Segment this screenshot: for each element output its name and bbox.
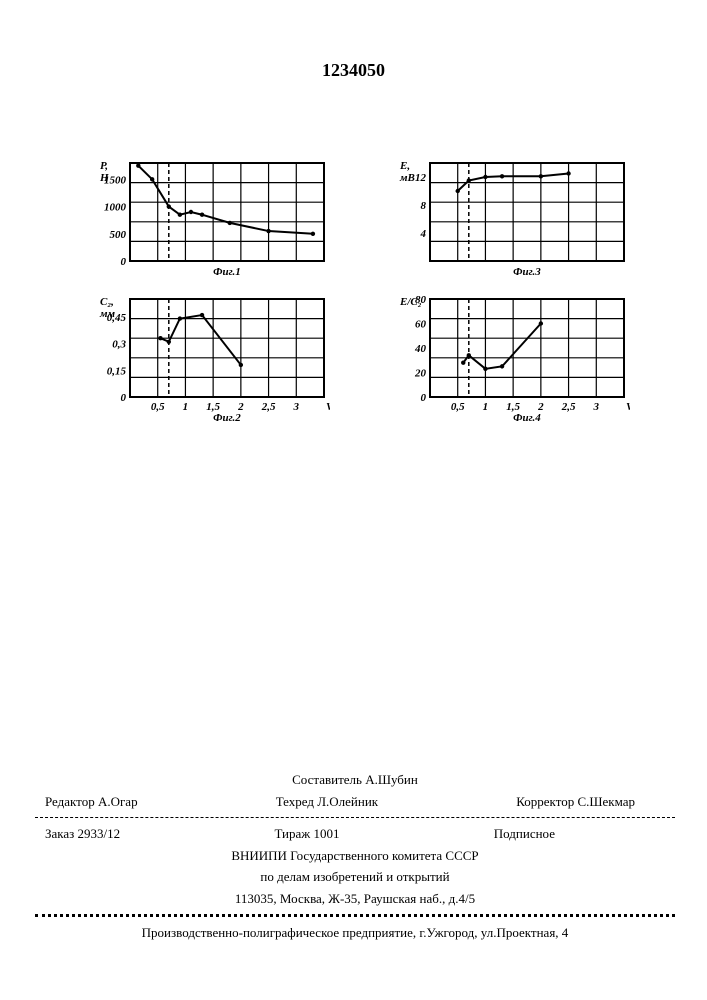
svg-text:2,5: 2,5 — [261, 401, 276, 413]
footer-subscriptive: Подписное — [494, 824, 555, 844]
svg-text:40: 40 — [414, 343, 427, 355]
svg-text:E/C₂: E/C₂ — [399, 296, 422, 308]
svg-text:Фиг.3: Фиг.3 — [513, 266, 541, 278]
svg-text:8: 8 — [421, 200, 427, 212]
footer-compiler: Составитель А.Шубин — [35, 770, 675, 790]
svg-text:4: 4 — [420, 228, 427, 240]
svg-text:Фиг.2: Фиг.2 — [213, 412, 241, 421]
footer-order: Заказ 2933/12 — [45, 824, 120, 844]
footer-credits-row: Редактор А.Огар Техред Л.Олейник Коррект… — [35, 792, 675, 819]
svg-text:12: 12 — [415, 172, 427, 184]
footer-editor: Редактор А.Огар — [45, 792, 138, 812]
svg-text:60: 60 — [415, 319, 427, 331]
svg-text:3: 3 — [593, 401, 600, 413]
svg-text:Фиг.4: Фиг.4 — [513, 412, 541, 421]
footer-divider — [35, 914, 675, 917]
footer-org-line2: по делам изобретений и открытий — [35, 867, 675, 887]
svg-text:Н: Н — [99, 172, 109, 184]
footer-printer: Производственно-полиграфическое предприя… — [35, 923, 675, 943]
chart-fig4: 0204060800,511,522,53V, м/сE/C₂Фиг.4 — [390, 291, 630, 421]
chart-fig1: 050010001500P,НФиг.1 — [90, 155, 330, 285]
svg-text:C₂,: C₂, — [100, 296, 114, 308]
svg-text:E,: E, — [399, 160, 410, 172]
footer-order-row: Заказ 2933/12 Тираж 1001 Подписное — [35, 824, 675, 844]
svg-text:1000: 1000 — [104, 202, 127, 214]
svg-text:Фиг.1: Фиг.1 — [213, 266, 241, 278]
svg-text:мВ: мВ — [399, 172, 415, 184]
svg-text:0,5: 0,5 — [451, 401, 465, 413]
footer-block: Составитель А.Шубин Редактор А.Огар Техр… — [35, 770, 675, 943]
svg-text:1: 1 — [183, 401, 189, 413]
charts-container: 050010001500P,НФиг.1 00,150,30,450,511,5… — [90, 155, 630, 435]
svg-text:20: 20 — [414, 368, 427, 380]
svg-text:0: 0 — [121, 256, 127, 268]
footer-address: 113035, Москва, Ж-35, Раушская наб., д.4… — [35, 889, 675, 909]
svg-text:0: 0 — [421, 392, 427, 404]
svg-text:P,: P, — [100, 160, 108, 172]
footer-org-line1: ВНИИПИ Государственного комитета СССР — [35, 846, 675, 866]
document-number: 1234050 — [322, 60, 385, 81]
svg-text:2,5: 2,5 — [561, 401, 576, 413]
svg-text:0,15: 0,15 — [107, 365, 127, 377]
svg-text:1: 1 — [483, 401, 489, 413]
svg-text:500: 500 — [110, 229, 127, 241]
svg-text:V, м/с: V, м/с — [626, 401, 630, 413]
svg-text:0,3: 0,3 — [112, 339, 126, 351]
footer-tirage: Тираж 1001 — [274, 824, 339, 844]
svg-text:0,5: 0,5 — [151, 401, 165, 413]
chart-fig2: 00,150,30,450,511,522,53V, м/сC₂,ммФиг.2 — [90, 291, 330, 421]
chart-fig3: 4 8 12 E,мВ Фиг.3 — [390, 155, 630, 285]
svg-text:мм: мм — [99, 308, 116, 320]
svg-text:3: 3 — [293, 401, 300, 413]
footer-corrector: Корректор С.Шекмар — [516, 792, 635, 812]
footer-techred: Техред Л.Олейник — [276, 792, 378, 812]
svg-text:V, м/с: V, м/с — [326, 401, 330, 413]
svg-text:0: 0 — [121, 392, 127, 404]
